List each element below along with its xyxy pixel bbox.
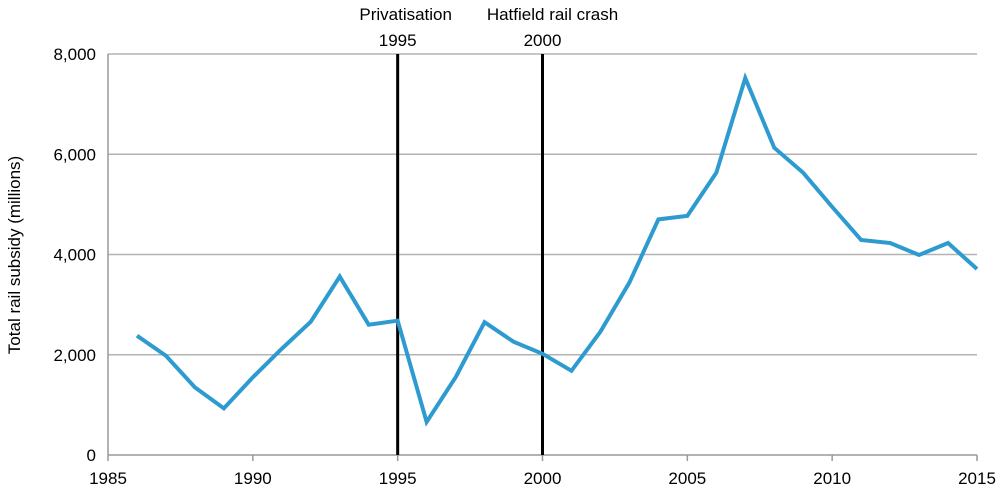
- x-tick-label: 2015: [958, 469, 996, 488]
- annotation-label: Privatisation: [359, 5, 452, 24]
- y-axis-label: Total rail subsidy (millions): [5, 156, 24, 354]
- x-tick-label: 1990: [234, 469, 272, 488]
- annotation-year-label: 1995: [379, 31, 417, 50]
- y-tick-label: 0: [87, 446, 96, 465]
- y-tick-label: 6,000: [53, 145, 96, 164]
- y-tick-label: 4,000: [53, 246, 96, 265]
- x-tick-label: 1995: [379, 469, 417, 488]
- x-tick-label: 2000: [524, 469, 562, 488]
- annotation-year-label: 2000: [524, 31, 562, 50]
- series-line: [135, 72, 979, 427]
- y-tick-label: 8,000: [53, 45, 96, 64]
- annotation-label: Hatfield rail crash: [487, 5, 618, 24]
- x-tick-label: 2010: [813, 469, 851, 488]
- x-tick-label: 2005: [668, 469, 706, 488]
- x-tick-label: 1985: [89, 469, 127, 488]
- y-tick-label: 2,000: [53, 346, 96, 365]
